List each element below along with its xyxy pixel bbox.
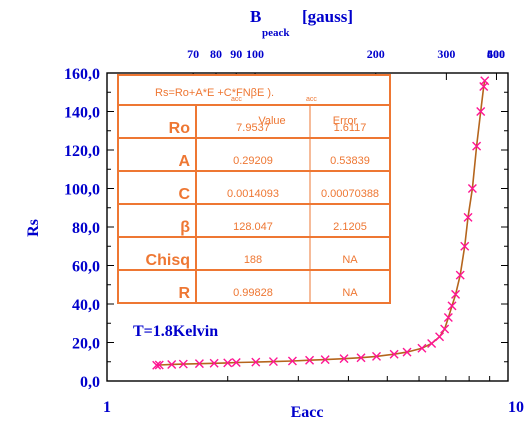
data-point bbox=[460, 241, 470, 251]
fit-param-name: Ro bbox=[169, 120, 191, 137]
fit-table-col-value: Value bbox=[258, 115, 285, 127]
data-point bbox=[417, 343, 427, 353]
y-tick-label: 80,0 bbox=[72, 220, 100, 237]
data-point bbox=[231, 358, 241, 368]
fit-param-name: β bbox=[180, 219, 190, 236]
fit-table-col-error: Error bbox=[333, 115, 358, 127]
top-tick-label: 70 bbox=[187, 47, 199, 61]
data-point bbox=[435, 332, 445, 342]
top-tick-label: 200 bbox=[367, 47, 385, 61]
y-tick-label: 160,0 bbox=[64, 66, 100, 83]
fit-param-error: 0.00070388 bbox=[321, 188, 379, 200]
data-point bbox=[463, 212, 473, 222]
fit-param-name: R bbox=[178, 285, 190, 302]
data-point bbox=[209, 358, 219, 368]
fit-param-value: 0.99828 bbox=[233, 287, 273, 299]
data-point bbox=[251, 357, 261, 367]
fit-param-error: 1.6117 bbox=[334, 122, 367, 134]
fit-param-error: 0.53839 bbox=[330, 155, 370, 167]
data-point bbox=[356, 353, 366, 363]
fit-param-value: 7.9537 bbox=[236, 122, 270, 134]
data-point bbox=[154, 360, 164, 370]
data-point bbox=[476, 107, 486, 116]
fit-formula-subscript: acc bbox=[306, 96, 317, 103]
data-point bbox=[447, 301, 457, 311]
fit-param-value: 0.29209 bbox=[233, 155, 273, 167]
x-axis: 1 10 bbox=[103, 373, 524, 416]
top-axis-label-main: B bbox=[250, 7, 261, 26]
y-tick-label: 100,0 bbox=[64, 182, 100, 199]
y-tick-label: 40,0 bbox=[72, 297, 100, 314]
y-tick-label: 140,0 bbox=[64, 105, 100, 122]
y-axis: 0,0 20,0 40,0 60,0 80,0 100,0 120,0 140,0 160,0 bbox=[64, 66, 508, 391]
data-point bbox=[339, 354, 349, 364]
temperature-annotation: T=1.8Kelvin bbox=[133, 323, 218, 340]
fit-table-rows: Ro 7.9537 1.6117 A 0.29209 0.53839 C 0.0014093 0… bbox=[118, 120, 390, 302]
y-tick-label: 120,0 bbox=[64, 143, 100, 160]
data-point bbox=[455, 270, 465, 280]
top-tick-label: 90 bbox=[230, 47, 242, 61]
data-point bbox=[320, 355, 330, 365]
fit-table-border bbox=[117, 74, 391, 304]
data-point bbox=[372, 351, 382, 361]
data-point bbox=[287, 356, 297, 366]
top-axis-label-unit: [gauss] bbox=[302, 7, 353, 26]
fit-results-table: Rs=Ro+A*E +C*FNβE ). acc acc Value Error… bbox=[117, 74, 391, 304]
top-tick-label: 80 bbox=[210, 47, 222, 61]
top-tick-label: 100 bbox=[246, 47, 264, 61]
fit-param-value: 128.047 bbox=[233, 221, 273, 233]
fit-param-name: Chisq bbox=[146, 252, 190, 269]
data-points bbox=[152, 76, 490, 370]
top-tick-label: 600 bbox=[487, 47, 505, 61]
data-point bbox=[389, 349, 399, 359]
x-axis-label: Eacc bbox=[291, 404, 324, 421]
data-point bbox=[440, 324, 450, 334]
fit-formula-subscript: acc bbox=[231, 96, 242, 103]
fit-param-error: NA bbox=[342, 254, 358, 266]
data-point bbox=[443, 312, 453, 322]
fit-param-name: C bbox=[178, 186, 190, 203]
fit-param-error: 2.1205 bbox=[333, 221, 367, 233]
data-point bbox=[178, 359, 188, 369]
y-tick-label: 0,0 bbox=[80, 374, 100, 391]
top-tick-label: 400 bbox=[487, 47, 505, 61]
fit-param-value: 188 bbox=[244, 254, 262, 266]
top-tick-label: 500 bbox=[487, 47, 505, 61]
top-tick-label: 300 bbox=[437, 47, 455, 61]
data-point bbox=[268, 357, 278, 367]
data-point bbox=[167, 359, 177, 369]
data-point bbox=[451, 289, 461, 299]
data-point bbox=[152, 360, 162, 370]
x-tick-label: 10 bbox=[508, 399, 524, 416]
data-point bbox=[194, 359, 204, 369]
data-point bbox=[472, 141, 482, 151]
top-axis-title: B peack [gauss] bbox=[250, 7, 353, 39]
y-tick-label: 20,0 bbox=[72, 336, 100, 353]
data-point bbox=[480, 76, 490, 86]
fit-formula: Rs=Ro+A*E +C*FNβE ). bbox=[155, 87, 274, 99]
y-tick-label: 60,0 bbox=[72, 259, 100, 276]
y-axis-label: Rs bbox=[25, 219, 42, 237]
fit-param-name: A bbox=[178, 153, 190, 170]
fit-param-error: NA bbox=[342, 287, 358, 299]
top-axis-label-sub: peack bbox=[262, 27, 290, 39]
data-point bbox=[402, 347, 412, 357]
fit-param-value: 0.0014093 bbox=[227, 188, 279, 200]
x-tick-label: 1 bbox=[103, 399, 111, 416]
data-point bbox=[467, 184, 477, 193]
data-point bbox=[305, 355, 315, 365]
data-point bbox=[223, 358, 233, 368]
data-point bbox=[427, 338, 437, 348]
